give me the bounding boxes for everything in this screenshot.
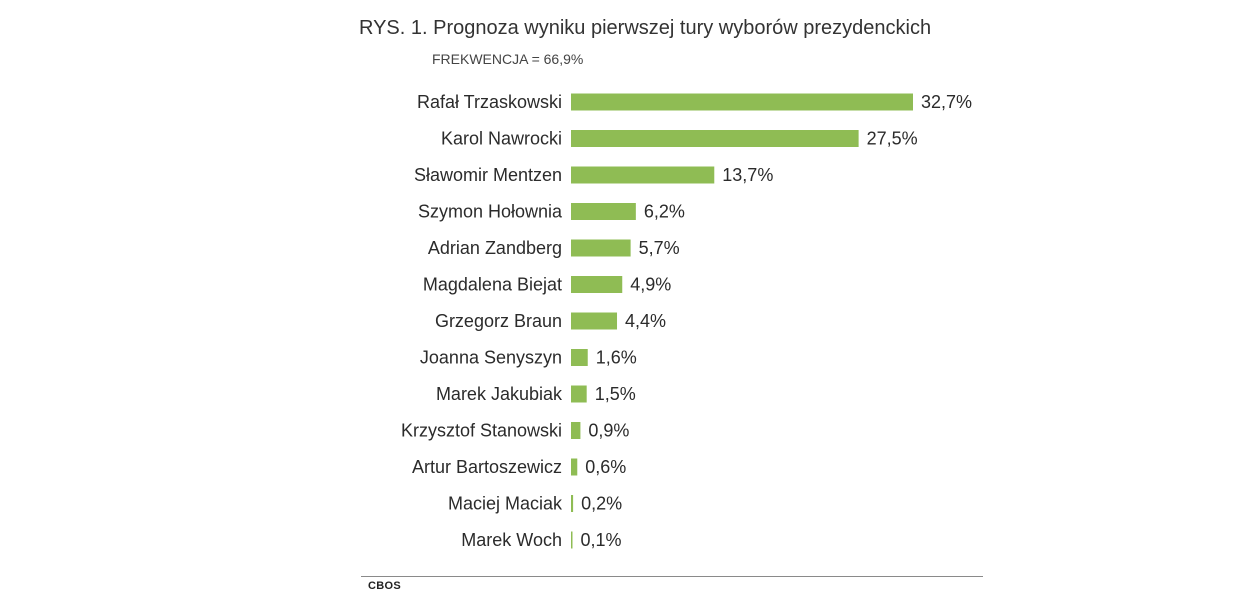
bar bbox=[571, 495, 574, 512]
bar bbox=[571, 239, 631, 257]
category-label: Maciej Maciak bbox=[448, 494, 563, 514]
source-label: CBOS bbox=[368, 580, 401, 592]
category-label: Karol Nawrocki bbox=[441, 129, 562, 149]
data-label: 1,6% bbox=[596, 348, 637, 368]
category-label: Grzegorz Braun bbox=[435, 311, 562, 331]
data-label: 6,2% bbox=[644, 202, 685, 222]
bar bbox=[571, 130, 859, 147]
bar bbox=[571, 385, 587, 403]
bar bbox=[571, 458, 578, 476]
bar bbox=[571, 349, 588, 366]
chart-subtitle: FREKWENCJA = 66,9% bbox=[432, 51, 584, 67]
bar bbox=[571, 531, 573, 549]
data-label: 0,1% bbox=[581, 530, 622, 550]
data-label: 27,5% bbox=[867, 129, 918, 149]
data-label: 0,6% bbox=[585, 457, 626, 477]
data-label: 32,7% bbox=[921, 92, 972, 112]
category-label: Krzysztof Stanowski bbox=[401, 421, 562, 441]
data-label: 0,9% bbox=[588, 421, 629, 441]
footer-divider bbox=[361, 576, 983, 577]
data-label: 4,4% bbox=[625, 311, 666, 331]
bar bbox=[571, 312, 618, 330]
data-label: 5,7% bbox=[639, 238, 680, 258]
bar bbox=[571, 93, 913, 111]
data-label: 4,9% bbox=[630, 275, 671, 295]
category-label: Marek Jakubiak bbox=[436, 384, 563, 404]
category-label: Joanna Senyszyn bbox=[420, 348, 562, 368]
chart-title: RYS. 1. Prognoza wyniku pierwszej tury w… bbox=[359, 17, 932, 39]
category-label: Artur Bartoszewicz bbox=[412, 457, 562, 477]
data-label: 0,2% bbox=[581, 494, 622, 514]
data-label: 13,7% bbox=[722, 165, 773, 185]
bar bbox=[571, 203, 636, 220]
bar bbox=[571, 422, 581, 439]
category-label: Rafał Trzaskowski bbox=[417, 92, 562, 112]
category-label: Marek Woch bbox=[461, 530, 562, 550]
bar bbox=[571, 276, 623, 293]
category-label: Szymon Hołownia bbox=[418, 202, 563, 222]
bar bbox=[571, 166, 715, 184]
category-label: Sławomir Mentzen bbox=[414, 165, 562, 185]
data-label: 1,5% bbox=[595, 384, 636, 404]
category-label: Adrian Zandberg bbox=[428, 238, 562, 258]
category-label: Magdalena Biejat bbox=[423, 275, 562, 295]
